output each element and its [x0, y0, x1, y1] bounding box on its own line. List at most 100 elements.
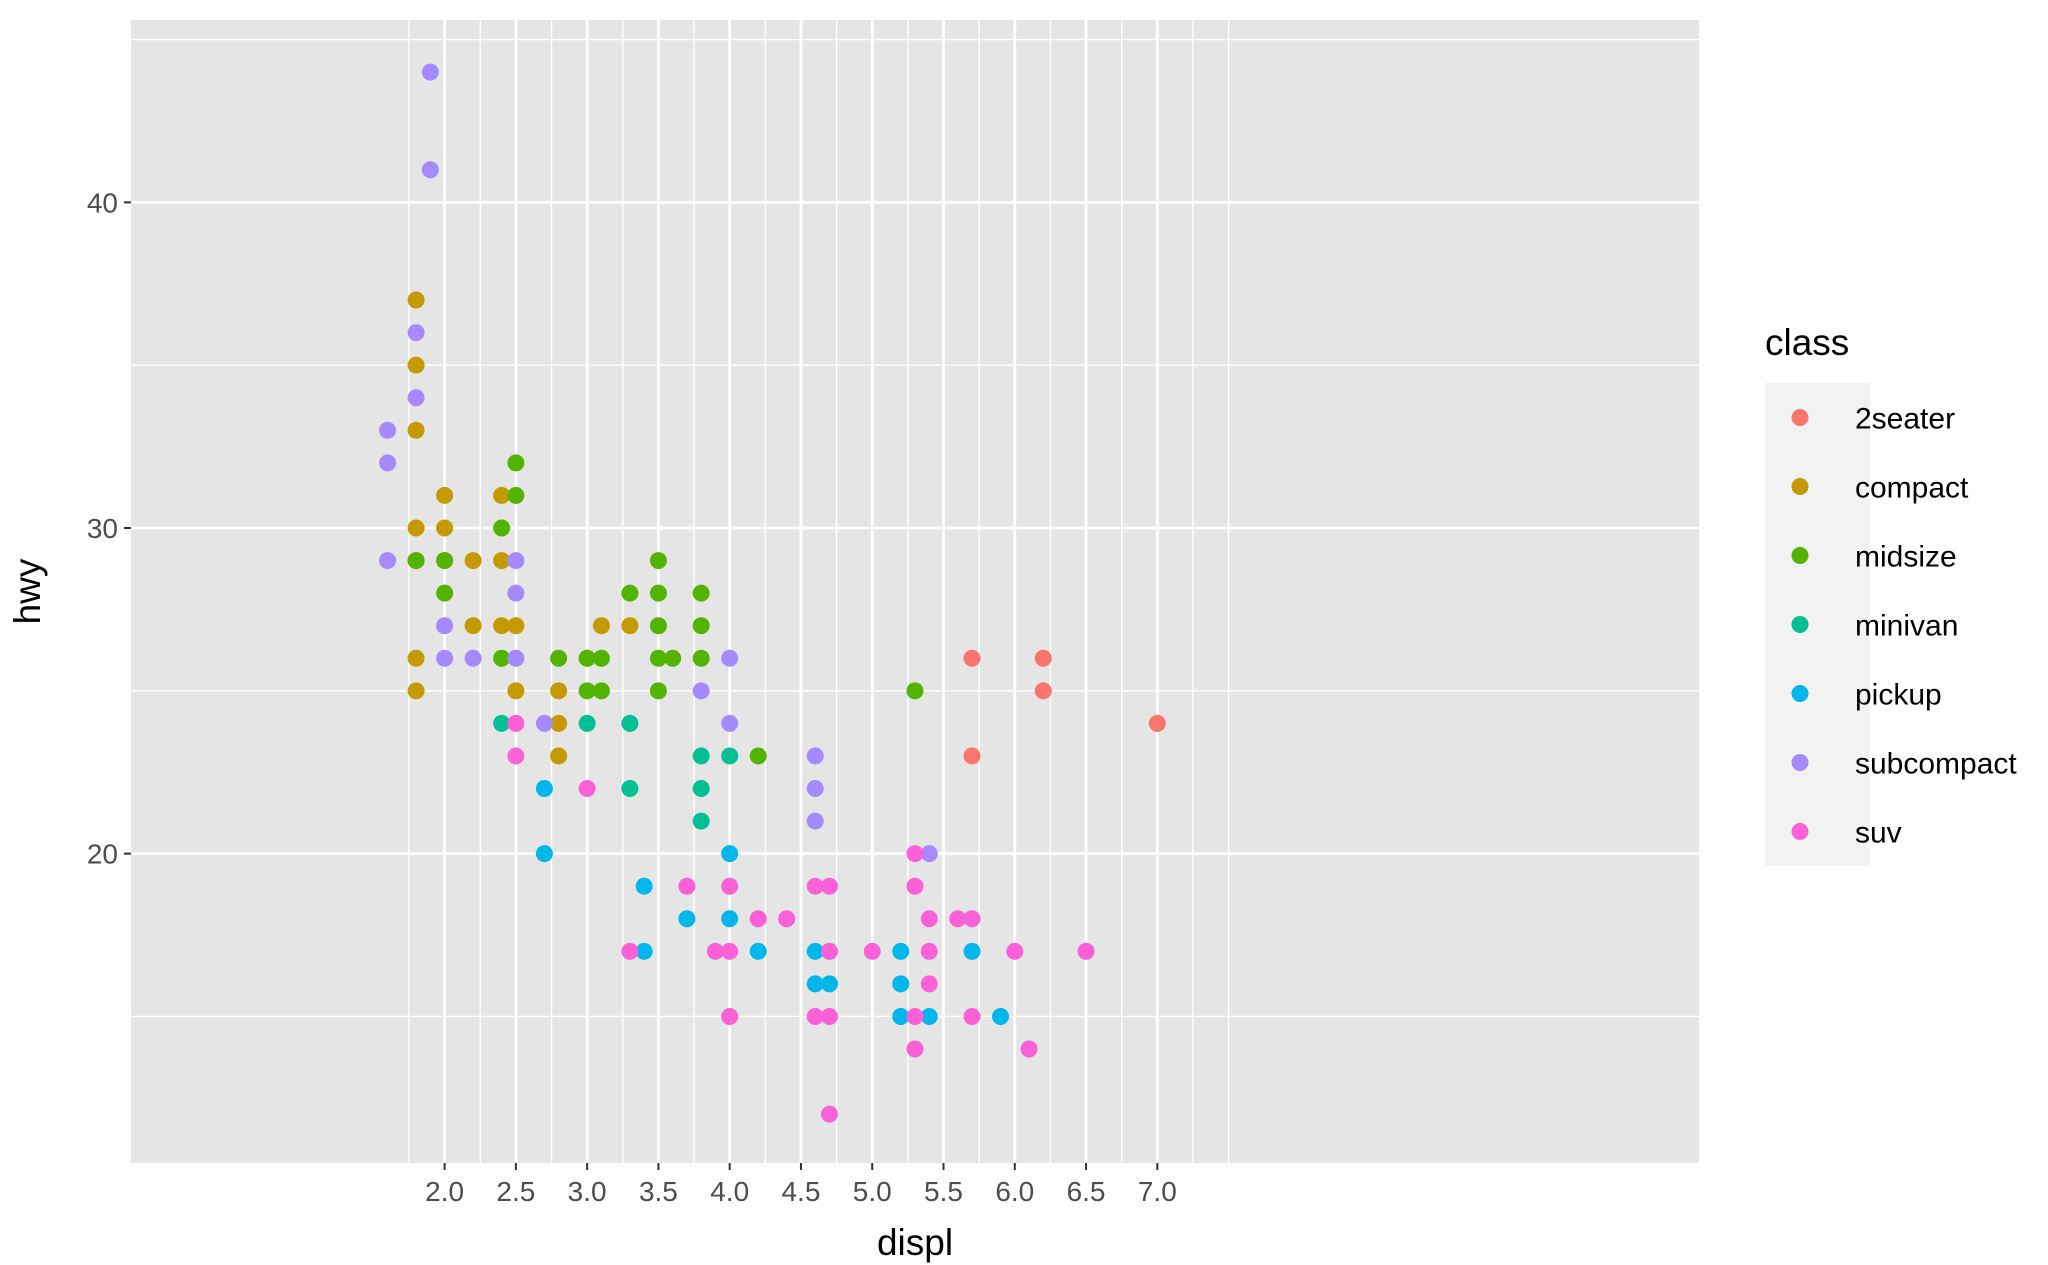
point-suv	[1020, 1040, 1038, 1058]
point-suv	[706, 942, 724, 960]
point-subcompact	[507, 649, 525, 667]
point-minivan	[578, 714, 596, 732]
point-suv	[621, 942, 639, 960]
point-minivan	[621, 780, 639, 798]
x-tick-label: 3.5	[639, 1176, 678, 1207]
point-suv	[578, 780, 596, 798]
x-tick-label: 3.0	[568, 1176, 607, 1207]
legend-item-2seater: 2seater	[1791, 403, 1955, 436]
point-midsize	[649, 682, 667, 700]
point-suv	[507, 714, 525, 732]
legend-item-suv: suv	[1791, 817, 1902, 850]
y-tick-label: 20	[87, 839, 118, 870]
point-suv	[507, 747, 525, 765]
point-compact	[407, 356, 425, 374]
point-suv	[920, 910, 938, 928]
series-suv	[507, 714, 1095, 1123]
point-suv	[920, 942, 938, 960]
legend-item-midsize: midsize	[1791, 541, 1957, 574]
point-subcompact	[692, 682, 710, 700]
point-suv	[820, 877, 838, 895]
x-tick-label: 5.5	[924, 1176, 963, 1207]
point-subcompact	[507, 552, 525, 570]
series-minivan	[493, 714, 739, 830]
x-tick-label: 4.5	[781, 1176, 820, 1207]
legend-item-minivan: minivan	[1791, 610, 1958, 643]
point-suv	[806, 1007, 824, 1025]
x-tick-label: 2.0	[425, 1176, 464, 1207]
point-midsize	[507, 454, 525, 472]
legend-label: minivan	[1855, 610, 1958, 643]
point-suv	[820, 942, 838, 960]
point-pickup	[721, 910, 739, 928]
point-compact	[550, 714, 568, 732]
point-suv	[906, 877, 924, 895]
series-midsize	[407, 454, 924, 765]
point-midsize	[592, 682, 610, 700]
y-tick-label: 30	[87, 513, 118, 544]
point-minivan	[721, 747, 739, 765]
point-compact	[407, 519, 425, 537]
point-compact	[507, 682, 525, 700]
point-compact	[464, 617, 482, 635]
point-suv	[721, 877, 739, 895]
point-midsize	[578, 682, 596, 700]
point-suv	[949, 910, 967, 928]
point-subcompact	[920, 845, 938, 863]
point-midsize	[692, 617, 710, 635]
legend-key-midsize	[1791, 547, 1809, 564]
point-midsize	[906, 682, 924, 700]
legend-title: class	[1765, 322, 1849, 363]
y-axis: 20 30 40	[87, 187, 131, 870]
point-pickup	[678, 910, 696, 928]
point-midsize	[407, 552, 425, 570]
point-2seater	[963, 747, 981, 765]
point-pickup	[892, 975, 910, 993]
point-minivan	[621, 714, 639, 732]
legend: class 2seater compact midsize minivan pickup…	[1765, 322, 2017, 866]
point-minivan	[493, 714, 511, 732]
point-suv	[963, 1007, 981, 1025]
point-pickup	[992, 1007, 1010, 1025]
point-pickup	[806, 942, 824, 960]
y-tick-label: 40	[87, 187, 118, 218]
point-compact	[621, 617, 639, 635]
point-pickup	[892, 942, 910, 960]
legend-item-subcompact: subcompact	[1791, 748, 2017, 781]
point-suv	[906, 1040, 924, 1058]
point-compact	[407, 649, 425, 667]
point-2seater	[1034, 682, 1052, 700]
point-midsize	[550, 649, 568, 667]
point-subcompact	[535, 714, 553, 732]
point-suv	[778, 910, 796, 928]
legend-label: midsize	[1855, 541, 1957, 574]
point-compact	[436, 519, 454, 537]
x-tick-label: 4.0	[710, 1176, 749, 1207]
point-pickup	[721, 845, 739, 863]
point-subcompact	[806, 780, 824, 798]
point-midsize	[592, 649, 610, 667]
point-subcompact	[421, 161, 439, 179]
legend-label: pickup	[1855, 679, 1942, 712]
legend-label: 2seater	[1855, 403, 1955, 436]
point-suv	[920, 975, 938, 993]
point-minivan	[692, 780, 710, 798]
point-compact	[550, 747, 568, 765]
x-tick-label: 5.0	[853, 1176, 892, 1207]
legend-label: suv	[1855, 817, 1902, 850]
point-compact	[592, 617, 610, 635]
point-subcompact	[436, 649, 454, 667]
point-minivan	[692, 747, 710, 765]
point-suv	[1077, 942, 1095, 960]
y-axis-title: hwy	[7, 558, 48, 624]
point-midsize	[649, 617, 667, 635]
point-suv	[678, 877, 696, 895]
point-2seater	[963, 649, 981, 667]
point-pickup	[820, 975, 838, 993]
series-2seater	[963, 649, 1166, 765]
x-tick-label: 6.0	[995, 1176, 1034, 1207]
point-midsize	[649, 649, 667, 667]
point-midsize	[692, 584, 710, 602]
legend-label: subcompact	[1855, 748, 2017, 781]
point-pickup	[535, 845, 553, 863]
